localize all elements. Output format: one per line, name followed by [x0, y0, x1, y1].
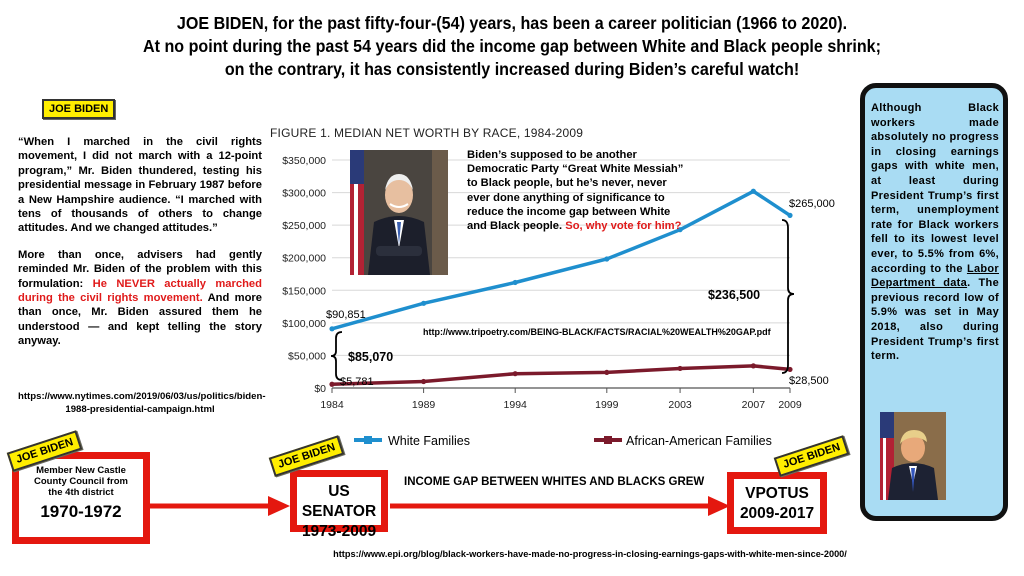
county-council-role: Member New Castle County Council from th…	[34, 465, 128, 498]
data-point	[677, 227, 683, 233]
timeline-box-county-council: Member New Castle County Council from th…	[12, 452, 150, 544]
senator-years: 1973-2009	[301, 523, 377, 540]
right-panel-part1: Although Black workers made absolutely n…	[871, 102, 999, 275]
x-tick-label: 2007	[742, 399, 766, 411]
right-panel-text: Although Black workers made absolutely n…	[871, 101, 999, 364]
gap-label-2009: $236,500	[708, 288, 760, 302]
series-points	[329, 188, 793, 387]
x-tick-labels: 1984 1989 1994 1999 2003 2007 2009	[320, 399, 802, 411]
labor-department-link[interactable]: Labor Department data	[871, 262, 999, 290]
trump-photo	[880, 412, 946, 500]
net-worth-chart: $0 $50,000 $100,000 $150,000 $200,000 $250,00…	[282, 155, 835, 448]
vpotus-title: VPOTUS	[745, 485, 809, 502]
quote-p2-end: And more than once, Mr. Biden assured th…	[18, 292, 262, 348]
legend-marker-black	[604, 436, 612, 444]
nytimes-link[interactable]: https://www.nytimes.com/2019/06/03/us/po…	[18, 391, 266, 415]
legend-label-white: White Families	[388, 434, 470, 448]
county-council-years: 1970-1972	[40, 502, 122, 521]
data-point	[787, 212, 793, 218]
x-tick-label: 1984	[320, 399, 344, 411]
quote-block: “When I marched in the civil rights move…	[18, 135, 262, 361]
data-point	[787, 366, 793, 373]
y-tick-label: $250,000	[282, 220, 326, 232]
chart-source-link[interactable]: http://www.tripoetry.com/BEING-BLACK/FAC…	[423, 327, 771, 337]
data-point	[329, 381, 335, 387]
commentary-body: Biden’s supposed to be another Democrati…	[467, 149, 684, 233]
timeline-box-vpotus: VPOTUS 2009-2017	[727, 472, 827, 534]
data-point	[604, 369, 610, 375]
commentary-text: Biden’s supposed to be another Democrati…	[467, 148, 687, 233]
income-gap-label: INCOME GAP BETWEEN WHITES AND BLACKS GRE…	[404, 476, 705, 488]
commentary-question: So, why vote for him?	[565, 220, 682, 233]
x-tick-label: 1999	[595, 399, 619, 411]
label-black-end: $28,500	[789, 375, 829, 387]
gap-bracket-2009	[781, 219, 795, 374]
quote-paragraph-1: “When I marched in the civil rights move…	[18, 136, 262, 235]
headline-line-2: At no point during the past 54 years did…	[142, 36, 882, 56]
y-tick-label: $300,000	[282, 188, 326, 200]
label-white-end: $265,000	[789, 198, 835, 210]
data-point	[512, 371, 518, 377]
quote-p2-start: More than once, advisers had gently remi…	[18, 248, 262, 290]
legend-marker-white	[364, 436, 372, 444]
x-tick-label: 2009	[778, 399, 802, 411]
epi-source-link[interactable]: https://www.epi.org/blog/black-workers-h…	[333, 549, 847, 559]
headline-line-3: on the contrary, it has consistently inc…	[224, 59, 800, 79]
data-point	[421, 300, 427, 306]
y-tick-label: $200,000	[282, 253, 326, 265]
y-tick-label: $0	[314, 383, 326, 395]
chart-title: FIGURE 1. MEDIAN NET WORTH BY RACE, 1984…	[270, 126, 584, 140]
x-tick-label: 2003	[668, 399, 692, 411]
senator-title: US SENATOR	[301, 483, 377, 520]
y-tick-label: $50,000	[288, 350, 326, 362]
data-point	[512, 279, 518, 286]
joe-biden-tag: JOE BIDEN	[42, 99, 116, 119]
x-tick-label: 1989	[412, 399, 436, 411]
y-tick-label: $150,000	[282, 285, 326, 297]
timeline-box-senator: US SENATOR 1973-2009	[290, 470, 388, 540]
label-black-start: $5,781	[340, 376, 374, 388]
legend-label-black: African-American Families	[626, 434, 772, 448]
y-tick-label: $100,000	[282, 318, 326, 330]
gap-label-1984: $85,070	[348, 350, 393, 364]
timeline-arrows	[150, 496, 730, 516]
x-tick-label: 1994	[504, 399, 528, 411]
right-panel-part2: . The previous record low of 5.9% was se…	[871, 277, 999, 363]
data-point	[750, 363, 756, 369]
y-tick-labels: $0 $50,000 $100,000 $150,000 $200,000 $250,00…	[282, 155, 326, 395]
series-line-african-american-families	[331, 364, 791, 386]
data-point	[677, 365, 683, 372]
y-tick-label: $350,000	[282, 155, 326, 167]
data-point	[604, 256, 610, 262]
headline-line-1: JOE BIDEN, for the past fifty-four-(54) …	[176, 13, 848, 33]
data-point	[421, 378, 427, 385]
data-point	[750, 188, 756, 194]
data-point	[329, 326, 335, 332]
label-white-start: $90,851	[326, 309, 366, 321]
vpotus-years: 2009-2017	[739, 505, 815, 522]
headline: JOE BIDEN, for the past fifty-four-(54) …	[41, 12, 983, 81]
biden-photo	[350, 150, 448, 275]
quote-paragraph-2: More than once, advisers had gently remi…	[18, 248, 262, 349]
quote-p2-red: He NEVER actually marched during the civ…	[18, 277, 262, 305]
gap-bracket-1984	[330, 331, 343, 381]
